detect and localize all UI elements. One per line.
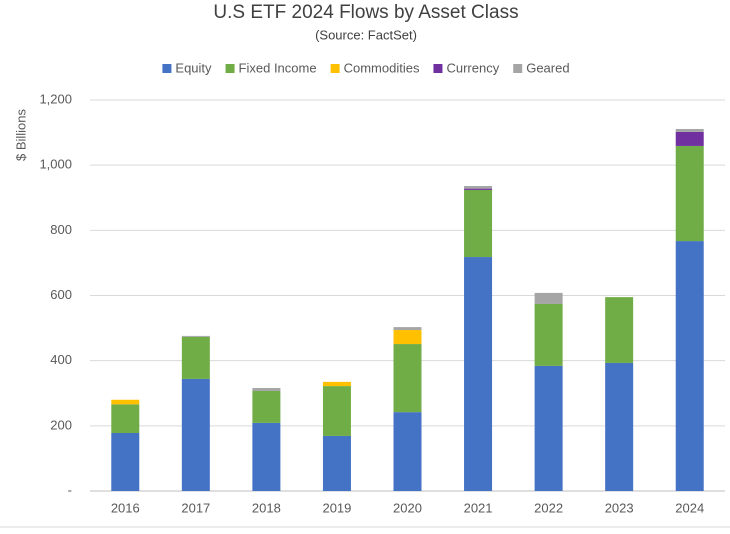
- legend-swatch: [330, 64, 340, 73]
- legend-swatch: [162, 64, 172, 73]
- bar-segment: [181, 336, 210, 379]
- x-tick-label: 2016: [111, 500, 140, 515]
- x-tick-label: 2017: [181, 500, 210, 515]
- bar-segment: [181, 335, 210, 337]
- bar-segment: [322, 381, 351, 387]
- legend-swatch: [433, 64, 443, 73]
- bar-segment: [111, 399, 140, 405]
- bar-segment: [464, 257, 493, 491]
- x-tick-label: 2020: [393, 500, 422, 515]
- bar-segment: [322, 386, 351, 436]
- bar-segment: [675, 241, 704, 491]
- y-axis-label: $ Billions: [13, 108, 28, 161]
- x-tick-label: 2019: [322, 500, 351, 515]
- bar-segment: [675, 145, 704, 242]
- bar-segment: [534, 292, 563, 304]
- legend-label: Equity: [175, 60, 212, 75]
- y-tick-label: 800: [50, 222, 72, 237]
- bar-segment: [252, 390, 281, 423]
- bar-segment: [464, 189, 493, 258]
- y-tick-label: -: [68, 482, 72, 497]
- bar-segment: [111, 433, 140, 491]
- x-tick-label: 2021: [464, 500, 493, 515]
- legend-label: Currency: [446, 60, 499, 75]
- legend-label: Fixed Income: [239, 60, 317, 75]
- bar-segment: [393, 330, 422, 345]
- x-tick-label: 2024: [675, 500, 704, 515]
- bar-segment: [464, 188, 493, 190]
- bar-segment: [252, 422, 281, 491]
- chart-subtitle: (Source: FactSet): [315, 27, 417, 42]
- legend-label: Commodities: [344, 60, 420, 75]
- bar-segment: [393, 344, 422, 413]
- y-tick-label: 1,200: [39, 91, 72, 106]
- bar-segment: [534, 303, 563, 366]
- legend-swatch: [225, 64, 235, 73]
- x-tick-label: 2018: [252, 500, 281, 515]
- bar-segment: [675, 131, 704, 146]
- y-tick-label: 600: [50, 287, 72, 302]
- legend-label: Geared: [526, 60, 569, 75]
- bar-segment: [393, 327, 422, 331]
- x-tick-label: 2022: [534, 500, 563, 515]
- bar-segment: [252, 388, 281, 391]
- bar-segment: [605, 297, 634, 363]
- bar-segment: [181, 378, 210, 491]
- y-tick-label: 1,000: [39, 157, 72, 172]
- y-tick-label: 200: [50, 417, 72, 432]
- bar-segment: [322, 435, 351, 491]
- bar-segment: [605, 362, 634, 491]
- bar-segment: [111, 404, 140, 434]
- bar-segment: [393, 412, 422, 491]
- bar-segment: [464, 186, 493, 189]
- bar-segment: [675, 128, 704, 132]
- bar-segment: [534, 365, 563, 491]
- legend-swatch: [513, 64, 523, 73]
- chart-title: U.S ETF 2024 Flows by Asset Class: [213, 2, 518, 23]
- x-tick-label: 2023: [605, 500, 634, 515]
- y-tick-label: 400: [50, 352, 72, 367]
